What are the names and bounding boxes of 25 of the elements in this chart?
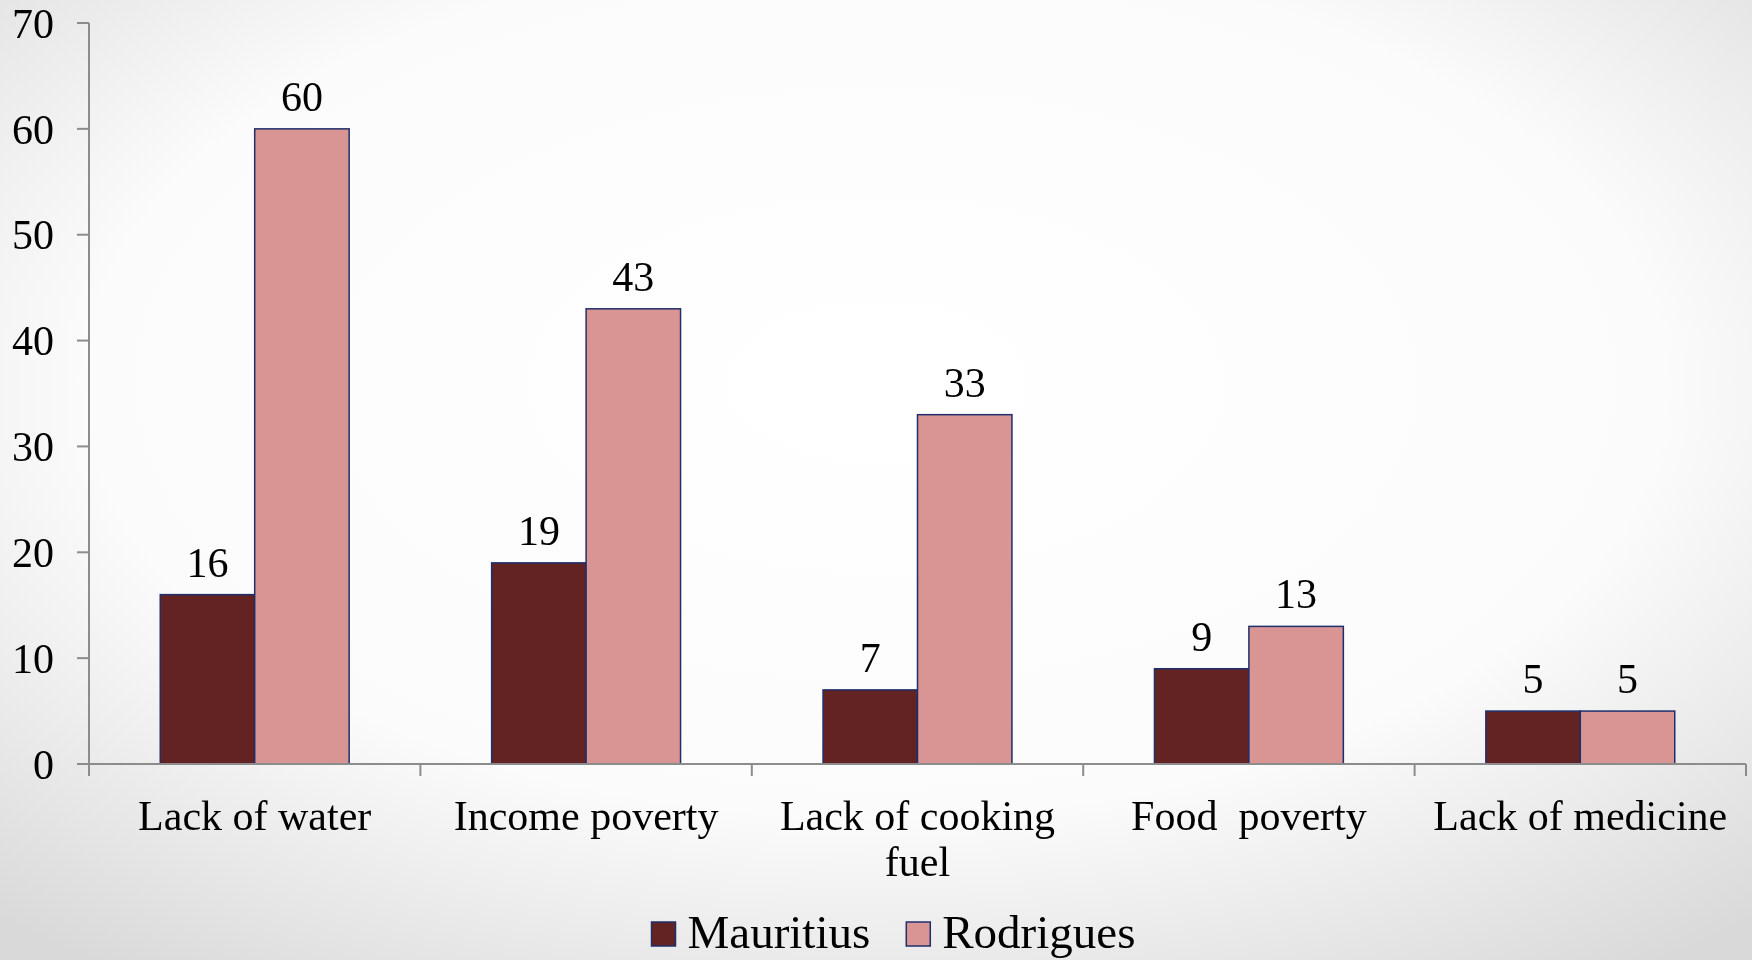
x-tick-label: Lack of water: [138, 793, 372, 839]
x-tick-label: Income poverty: [453, 793, 719, 839]
x-tick-label: Lack of cooking fuel: [779, 793, 1056, 885]
data-label: 33: [943, 359, 986, 406]
data-label: 7: [859, 634, 881, 681]
y-tick-label: 20: [12, 529, 54, 576]
x-tick-label: Lack of medicine: [1433, 793, 1728, 839]
legend-label: Mauritius: [687, 906, 871, 958]
legend-label: Rodrigues: [942, 906, 1136, 958]
data-label: 60: [280, 73, 323, 120]
y-tick-label: 50: [12, 212, 54, 259]
y-tick-label: 60: [12, 106, 54, 153]
y-tick-label: 40: [12, 318, 54, 365]
y-tick-label: 30: [12, 424, 54, 471]
data-label: 5: [1522, 656, 1544, 703]
data-label: 16: [186, 539, 229, 586]
data-label: 43: [612, 253, 655, 300]
data-label: 19: [517, 507, 560, 554]
y-tick-label: 70: [12, 0, 54, 47]
data-label: 9: [1191, 613, 1213, 660]
data-label: 13: [1275, 571, 1318, 618]
data-label: 5: [1617, 656, 1639, 703]
y-tick-label: 0: [33, 741, 54, 788]
y-tick-label: 10: [12, 635, 54, 682]
x-tick-label: Food poverty: [1131, 793, 1367, 839]
